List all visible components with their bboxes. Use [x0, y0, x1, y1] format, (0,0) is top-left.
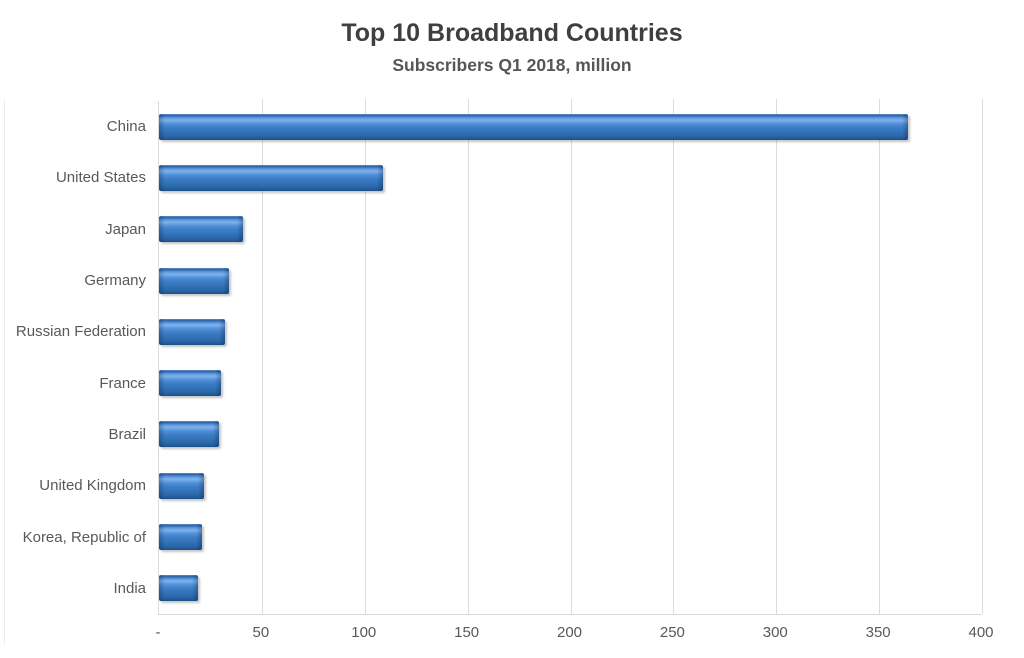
category-label: Japan	[105, 220, 146, 238]
category-label: United States	[55, 169, 146, 187]
category-label: China	[106, 118, 146, 136]
bar-germany	[159, 267, 229, 294]
bar-brazil	[159, 421, 219, 448]
chart-left-border	[4, 100, 5, 645]
x-tick-label: 400	[968, 624, 994, 641]
x-tick-label: 50	[252, 624, 270, 641]
bar-china	[159, 113, 908, 140]
value-axis: - 50 100 150 200 250 300 350 400	[155, 624, 994, 644]
bar-india	[159, 575, 199, 602]
category-axis: China United States Japan Germany Russian Fe…	[0, 101, 146, 614]
bar-france	[159, 370, 221, 397]
x-tick-label: 100	[351, 624, 377, 641]
bar-united-kingdom	[159, 472, 205, 499]
bar-korea-republic-of	[159, 524, 203, 551]
category-label: Brazil	[108, 425, 146, 443]
x-tick-label: 250	[659, 624, 685, 641]
category-label: France	[99, 374, 146, 392]
gridline	[879, 99, 881, 614]
category-label: Russian Federation	[15, 323, 146, 341]
category-label: Germany	[84, 272, 146, 290]
category-label: India	[113, 579, 146, 597]
gridline	[776, 99, 778, 614]
gridline	[570, 99, 572, 614]
category-label: United Kingdom	[39, 477, 146, 495]
x-tick-label: -	[155, 624, 161, 641]
x-tick-label: 200	[556, 624, 583, 641]
chart-subtitle: Subscribers Q1 2018, million	[392, 55, 632, 75]
gridline	[467, 99, 469, 614]
x-tick-label: 350	[865, 624, 891, 641]
gridline	[673, 99, 675, 614]
x-tick-label: 150	[454, 624, 480, 641]
category-label: Korea, Republic of	[22, 528, 146, 546]
gridline	[982, 99, 983, 614]
gridline	[261, 99, 263, 614]
x-tick-label: 300	[762, 624, 788, 641]
gridline	[364, 99, 366, 614]
bar-russian-federation	[159, 318, 225, 345]
chart-title: Top 10 Broadband Countries	[341, 19, 683, 47]
bar-japan	[159, 216, 244, 243]
bar-united-states	[159, 164, 384, 191]
plot-area	[158, 99, 983, 615]
